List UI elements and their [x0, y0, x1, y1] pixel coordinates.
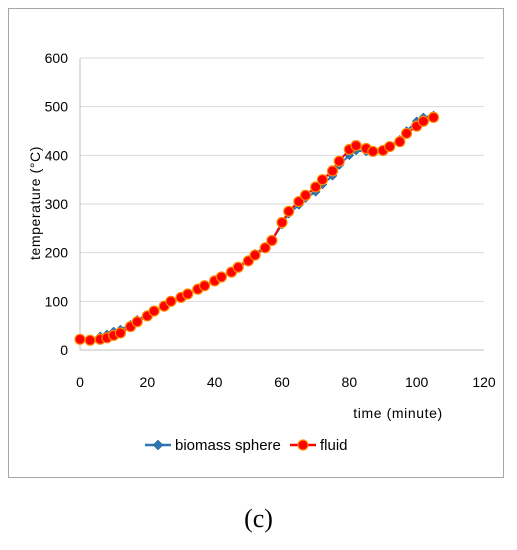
y-tick-label: 400 — [45, 147, 69, 163]
data-point — [384, 140, 396, 153]
data-point — [114, 327, 127, 339]
legend-label: biomass sphere — [175, 437, 281, 454]
data-point — [326, 165, 339, 177]
data-point — [333, 155, 345, 167]
data-point — [417, 115, 429, 127]
legend: biomass sphere fluid — [145, 437, 348, 454]
data-point — [293, 195, 305, 208]
legend-marker — [297, 439, 309, 451]
data-point — [165, 295, 177, 307]
panel-caption: (c) — [244, 504, 273, 533]
data-point — [400, 127, 413, 140]
data-point — [367, 145, 379, 158]
tick-labels: 0 100 200 300 400 500 600 0 20 40 60 80 100 120 — [45, 50, 496, 390]
y-tick-label: 0 — [60, 342, 68, 358]
data-point — [350, 140, 362, 152]
x-tick-label: 80 — [342, 374, 358, 390]
series-layer — [74, 110, 440, 346]
data-point — [310, 181, 322, 193]
y-tick-label: 600 — [45, 50, 69, 66]
data-point — [74, 333, 86, 345]
y-tick-label: 500 — [45, 99, 69, 115]
y-tick-label: 100 — [45, 293, 69, 309]
legend-label: fluid — [320, 437, 348, 454]
data-point — [276, 216, 288, 229]
y-tick-label: 200 — [45, 245, 69, 261]
data-point — [198, 280, 211, 292]
data-point — [182, 288, 194, 300]
data-point — [259, 242, 271, 254]
data-point — [427, 111, 440, 123]
y-tick-label: 300 — [45, 196, 69, 212]
data-point — [148, 305, 160, 317]
series-1 — [74, 111, 440, 346]
gridlines — [80, 57, 484, 302]
data-point — [84, 334, 96, 346]
x-tick-label: 60 — [274, 374, 290, 390]
y-axis-title: temperature (°C) — [27, 146, 43, 260]
x-tick-label: 100 — [405, 374, 429, 390]
data-point — [266, 234, 278, 247]
x-tick-label: 20 — [140, 374, 156, 390]
legend-item: fluid — [290, 437, 348, 454]
data-point — [283, 205, 295, 217]
x-tick-label: 40 — [207, 374, 223, 390]
x-tick-label: 120 — [472, 374, 496, 390]
legend-marker — [152, 439, 164, 451]
legend-item: biomass sphere — [145, 437, 281, 454]
data-point — [316, 174, 328, 186]
x-tick-label: 0 — [76, 374, 84, 390]
data-point — [249, 249, 261, 261]
line-chart: 0 100 200 300 400 500 600 0 20 40 60 80 100 120 tempe… — [27, 50, 496, 454]
data-point — [232, 261, 244, 273]
chart-frame — [8, 8, 504, 478]
data-point — [215, 271, 227, 283]
axes — [79, 58, 484, 351]
data-point — [299, 189, 312, 201]
data-point — [131, 316, 143, 328]
x-axis-title: time (minute) — [353, 405, 442, 421]
data-point — [394, 136, 406, 148]
